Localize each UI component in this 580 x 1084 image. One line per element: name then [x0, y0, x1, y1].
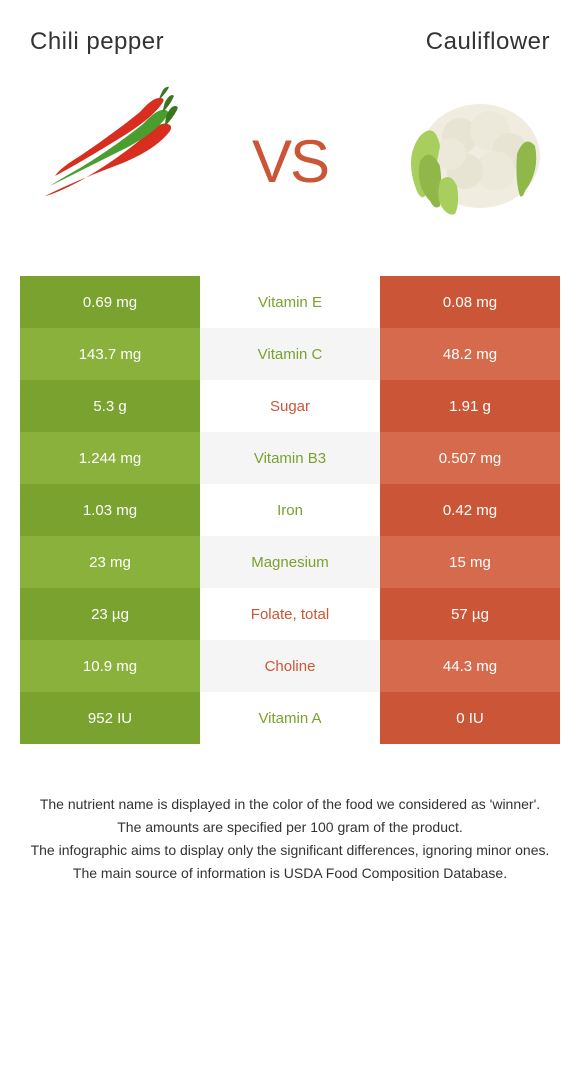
nutrient-name-cell: Vitamin C	[200, 328, 380, 380]
nutrient-name-cell: Vitamin A	[200, 692, 380, 744]
table-row: 23 mgMagnesium15 mg	[20, 536, 560, 588]
table-row: 23 µgFolate, total57 µg	[20, 588, 560, 640]
table-row: 1.244 mgVitamin B30.507 mg	[20, 432, 560, 484]
nutrient-name-cell: Folate, total	[200, 588, 380, 640]
nutrient-name-cell: Sugar	[200, 380, 380, 432]
nutrient-name-cell: Iron	[200, 484, 380, 536]
table-row: 10.9 mgCholine44.3 mg	[20, 640, 560, 692]
footer-line-2: The amounts are specified per 100 gram o…	[30, 817, 550, 838]
right-value-cell: 44.3 mg	[380, 640, 560, 692]
table-row: 1.03 mgIron0.42 mg	[20, 484, 560, 536]
title-right: Cauliflower	[426, 28, 550, 56]
right-value-cell: 57 µg	[380, 588, 560, 640]
right-value-cell: 0.507 mg	[380, 432, 560, 484]
right-value-cell: 0.08 mg	[380, 276, 560, 328]
left-value-cell: 23 µg	[20, 588, 200, 640]
left-value-cell: 23 mg	[20, 536, 200, 588]
footer-notes: The nutrient name is displayed in the co…	[0, 744, 580, 906]
right-value-cell: 15 mg	[380, 536, 560, 588]
right-value-cell: 0.42 mg	[380, 484, 560, 536]
table-row: 0.69 mgVitamin E0.08 mg	[20, 276, 560, 328]
nutrient-name-cell: Vitamin E	[200, 276, 380, 328]
infographic-container: Chili pepper Cauliflower VS	[0, 0, 580, 906]
nutrient-name-cell: Vitamin B3	[200, 432, 380, 484]
comparison-table: 0.69 mgVitamin E0.08 mg143.7 mgVitamin C…	[20, 276, 560, 744]
left-value-cell: 10.9 mg	[20, 640, 200, 692]
images-row: VS	[0, 66, 580, 276]
right-value-cell: 0 IU	[380, 692, 560, 744]
footer-line-3: The infographic aims to display only the…	[30, 840, 550, 861]
footer-line-4: The main source of information is USDA F…	[30, 863, 550, 884]
table-row: 5.3 gSugar1.91 g	[20, 380, 560, 432]
vs-label: VS	[252, 127, 328, 196]
left-value-cell: 143.7 mg	[20, 328, 200, 380]
nutrient-name-cell: Choline	[200, 640, 380, 692]
left-value-cell: 5.3 g	[20, 380, 200, 432]
left-value-cell: 0.69 mg	[20, 276, 200, 328]
nutrient-name-cell: Magnesium	[200, 536, 380, 588]
right-value-cell: 48.2 mg	[380, 328, 560, 380]
right-value-cell: 1.91 g	[380, 380, 560, 432]
table-row: 143.7 mgVitamin C48.2 mg	[20, 328, 560, 380]
left-value-cell: 1.03 mg	[20, 484, 200, 536]
left-value-cell: 1.244 mg	[20, 432, 200, 484]
chili-pepper-image	[20, 76, 200, 246]
cauliflower-image	[380, 76, 560, 246]
header-row: Chili pepper Cauliflower	[0, 0, 580, 66]
table-row: 952 IUVitamin A0 IU	[20, 692, 560, 744]
title-left: Chili pepper	[30, 28, 164, 56]
left-value-cell: 952 IU	[20, 692, 200, 744]
footer-line-1: The nutrient name is displayed in the co…	[30, 794, 550, 815]
